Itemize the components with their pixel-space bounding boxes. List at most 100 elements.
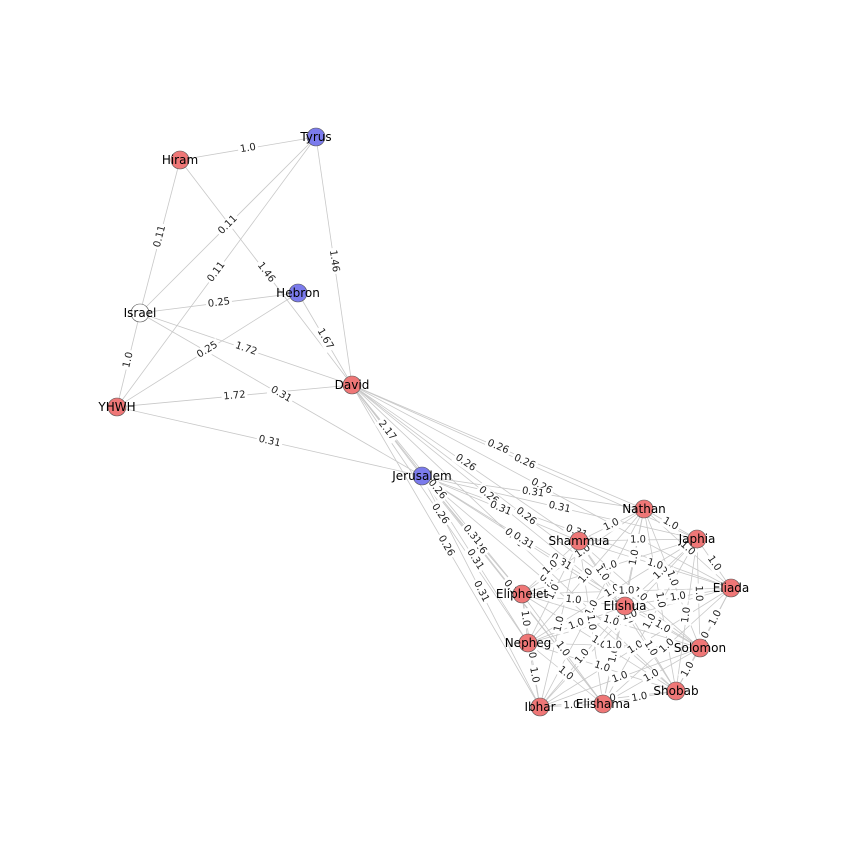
node-circle[interactable] [666, 681, 686, 701]
node-shobab[interactable]: Shobab [653, 681, 699, 701]
edge-weight-label: 1.0 [584, 614, 597, 631]
node-japhia[interactable]: Japhia [678, 529, 716, 549]
node-ibhar[interactable]: Ibhar [524, 697, 556, 717]
node-nathan[interactable]: Nathan [622, 499, 666, 519]
edge-label-background [483, 436, 513, 458]
edge-label-background [237, 140, 259, 157]
edge-label-background [626, 546, 643, 569]
node-circle[interactable] [512, 584, 532, 604]
node-solomon[interactable]: Solomon [674, 638, 726, 658]
edge-weight-label: 1.0 [693, 585, 704, 601]
edge-label-group: 1.0 [551, 637, 574, 661]
node-elishua[interactable]: Elishua [603, 596, 647, 616]
edge-label-group: 0.26 [483, 436, 513, 458]
edge-weight-label: 1.0 [239, 142, 257, 155]
edge-labels-layer: 1.00.111.460.110.11 1.460.251.01.720.310.… [120, 140, 726, 712]
edge-label-background [667, 589, 689, 605]
edge-weight-label: 1.72 [223, 389, 246, 402]
node-israel[interactable]: Israel [124, 303, 157, 323]
edge-label-background [255, 432, 284, 451]
edge-weight-label: 0.11 [152, 224, 168, 248]
node-label: Hiram [162, 153, 198, 167]
edge-label-group: 1.0 [551, 612, 568, 636]
node-circle[interactable] [170, 150, 190, 170]
edge-weight-label: 1.0 [567, 617, 586, 633]
node-circle[interactable] [721, 578, 741, 598]
edge-label-background [519, 484, 547, 501]
edge-label-background [583, 611, 599, 634]
node-circle[interactable] [107, 397, 127, 417]
edge-label-background [205, 295, 233, 311]
node-tyrus[interactable]: Tyrus [299, 127, 332, 147]
node-nepheg[interactable]: Nepheg [505, 633, 552, 653]
node-circle[interactable] [593, 694, 613, 714]
node-label: Jerusalem [391, 469, 451, 483]
edge-label-group: 1.0 [679, 604, 694, 626]
node-hebron[interactable]: Hebron [276, 283, 320, 303]
edge-label-background [203, 257, 230, 287]
node-label: Nepheg [505, 636, 552, 650]
edge-weight-label: 1.0 [527, 666, 541, 684]
node-jerusalem[interactable]: Jerusalem [391, 466, 452, 486]
edge-label-background [677, 657, 699, 682]
edge-label-background [640, 636, 661, 661]
node-eliphelet[interactable]: Eliphelet [496, 584, 549, 604]
edge-label-background [603, 639, 625, 652]
edge-weight-label: 1.0 [606, 640, 622, 651]
node-label: Tyrus [299, 130, 331, 144]
edge-label-background [427, 499, 453, 529]
node-circle[interactable] [130, 303, 150, 323]
edge-label-background [574, 564, 598, 588]
node-circle[interactable] [518, 633, 538, 653]
edge-weight-label: 1.0 [630, 534, 646, 545]
edge-label-group: 1.0 [667, 589, 689, 605]
edge-label-group: 1.0 [120, 348, 137, 372]
edge-label-group: 0.11 [150, 222, 170, 251]
edge-label-background [459, 521, 485, 549]
node-circle[interactable] [288, 283, 308, 303]
edge-label-background [546, 550, 576, 574]
edge-label-background [590, 658, 614, 676]
node-yhwh[interactable]: YHWH [97, 397, 136, 417]
node-circle[interactable] [412, 466, 432, 486]
node-circle[interactable] [342, 375, 362, 395]
edge-label-background [214, 211, 242, 239]
edge-label-group: 1.72 [220, 388, 249, 404]
node-circle[interactable] [530, 697, 550, 717]
edge-label-group: 1.0 [677, 657, 699, 682]
edge-label-group: 0.31 [255, 432, 284, 451]
edge-label-background [599, 612, 623, 630]
node-eliada[interactable]: Eliada [713, 578, 750, 598]
node-circle[interactable] [306, 127, 326, 147]
node-hiram[interactable]: Hiram [162, 150, 198, 170]
edge-label-background [551, 637, 574, 661]
edge-label-group: 1.0 [628, 689, 651, 706]
edge-weight-label: 1.0 [628, 549, 642, 567]
edge-label-group: 1.0 [590, 658, 614, 676]
edge-weight-label: 1.0 [602, 613, 620, 628]
edge-label-group: 0.26 [510, 451, 539, 473]
edge-label-background [193, 337, 222, 363]
edge-weight-label: 0.25 [207, 296, 230, 310]
node-circle[interactable] [690, 638, 710, 658]
node-circle[interactable] [687, 529, 707, 549]
edge-weight-label: 1.0 [631, 691, 649, 705]
edge-label-background [543, 580, 564, 604]
node-circle[interactable] [634, 499, 654, 519]
node-elishama[interactable]: Elishama [576, 694, 631, 714]
edge-label-background [565, 615, 588, 634]
node-david[interactable]: David [335, 375, 370, 395]
node-circle[interactable] [569, 531, 589, 551]
edge-label-group: 0.25 [205, 295, 233, 311]
edge-label-group: 1.0 [599, 515, 624, 535]
node-label: Nathan [622, 502, 666, 516]
edge-label-background [486, 497, 515, 520]
edge-label-background [650, 616, 675, 638]
edge-weight-label: 1.0 [593, 659, 612, 674]
node-circle[interactable] [615, 596, 635, 616]
edge-weight-label: 0.26 [486, 438, 511, 457]
edge-label-group: 0.26 [434, 531, 458, 561]
node-label: Elishama [576, 697, 631, 711]
edge-label-background [703, 551, 725, 576]
node-shammua[interactable]: Shammua [549, 531, 610, 551]
